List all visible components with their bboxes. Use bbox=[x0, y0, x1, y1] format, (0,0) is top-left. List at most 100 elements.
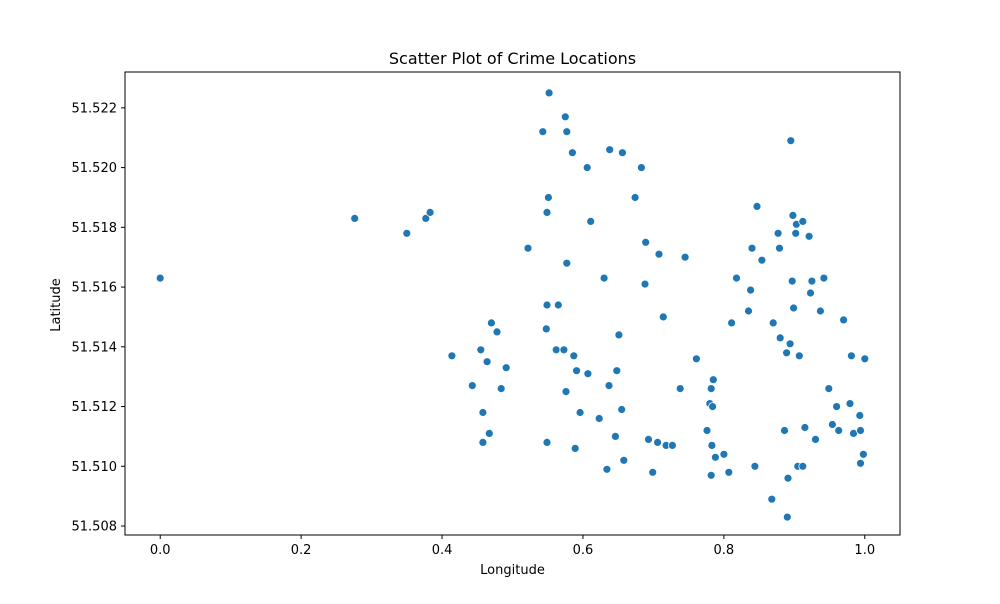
data-point bbox=[775, 333, 785, 343]
data-point bbox=[658, 312, 668, 322]
data-point bbox=[727, 318, 736, 328]
data-point bbox=[782, 512, 792, 522]
data-point bbox=[719, 449, 729, 459]
y-tick-label: 51.510 bbox=[72, 460, 118, 475]
data-point bbox=[798, 461, 808, 471]
data-point bbox=[680, 252, 690, 262]
data-point bbox=[492, 327, 502, 337]
data-point bbox=[421, 213, 431, 223]
data-point bbox=[544, 193, 553, 202]
data-point bbox=[788, 210, 798, 220]
data-point bbox=[482, 357, 492, 367]
y-axis-label: Latitude bbox=[49, 278, 64, 332]
data-point bbox=[562, 127, 572, 137]
data-point bbox=[542, 300, 552, 310]
data-point bbox=[559, 345, 569, 355]
data-point bbox=[706, 384, 716, 394]
data-point bbox=[675, 384, 685, 394]
data-point bbox=[562, 258, 572, 268]
data-point bbox=[350, 213, 360, 223]
data-point bbox=[708, 402, 717, 412]
data-point bbox=[839, 315, 848, 325]
data-point bbox=[604, 381, 614, 391]
data-point bbox=[542, 207, 552, 217]
data-point bbox=[819, 273, 829, 283]
data-point bbox=[478, 437, 488, 447]
data-point bbox=[750, 461, 760, 471]
data-point bbox=[575, 408, 585, 417]
x-tick-label: 0.0 bbox=[150, 543, 171, 558]
data-point bbox=[702, 426, 712, 435]
data-point bbox=[855, 411, 865, 420]
y-tick-label: 51.512 bbox=[72, 400, 118, 415]
data-point bbox=[640, 279, 650, 289]
data-point bbox=[611, 431, 620, 441]
data-point bbox=[599, 273, 609, 283]
data-point bbox=[824, 384, 834, 394]
data-point bbox=[807, 276, 817, 286]
x-axis-label: Longitude bbox=[480, 563, 545, 578]
data-point bbox=[486, 318, 496, 328]
data-point bbox=[845, 399, 855, 409]
data-point bbox=[859, 449, 868, 459]
data-point bbox=[832, 402, 841, 412]
data-point bbox=[834, 426, 844, 435]
data-point bbox=[811, 434, 820, 444]
data-point bbox=[541, 324, 551, 334]
x-tick-label: 1.0 bbox=[854, 543, 875, 558]
data-point bbox=[724, 467, 734, 477]
data-points bbox=[155, 88, 870, 522]
data-point bbox=[780, 426, 789, 435]
data-point bbox=[856, 426, 865, 435]
y-tick-label: 51.520 bbox=[72, 161, 118, 176]
data-point bbox=[538, 127, 548, 137]
data-point bbox=[782, 348, 791, 358]
data-point bbox=[617, 405, 627, 414]
x-tick-label: 0.2 bbox=[291, 543, 312, 558]
data-point bbox=[828, 420, 837, 429]
data-point bbox=[614, 330, 624, 340]
data-point bbox=[692, 354, 701, 364]
data-point bbox=[752, 201, 762, 211]
data-point bbox=[747, 243, 757, 253]
data-point bbox=[768, 318, 778, 328]
data-point bbox=[402, 228, 412, 238]
data-point bbox=[618, 148, 627, 158]
data-point bbox=[707, 440, 717, 450]
data-point bbox=[860, 354, 870, 364]
data-point bbox=[155, 273, 165, 283]
y-tick-label: 51.514 bbox=[72, 340, 118, 355]
data-point bbox=[553, 300, 563, 310]
data-point bbox=[856, 458, 865, 468]
data-point bbox=[816, 306, 825, 316]
data-point bbox=[447, 351, 457, 361]
data-point bbox=[630, 193, 640, 202]
data-point bbox=[496, 384, 506, 394]
data-point bbox=[804, 231, 814, 241]
data-point bbox=[641, 237, 651, 247]
y-tick-label: 51.518 bbox=[72, 221, 118, 236]
data-point bbox=[523, 243, 533, 253]
data-point bbox=[789, 303, 798, 313]
data-point bbox=[767, 494, 777, 504]
data-point bbox=[746, 285, 755, 295]
data-point bbox=[582, 163, 592, 173]
data-point bbox=[583, 369, 593, 379]
chart-title: Scatter Plot of Crime Locations bbox=[389, 49, 636, 68]
data-point bbox=[425, 207, 435, 217]
data-point bbox=[602, 464, 612, 474]
y-tick-label: 51.516 bbox=[72, 281, 118, 296]
data-point bbox=[773, 228, 783, 238]
data-point bbox=[544, 88, 554, 98]
data-point bbox=[467, 381, 477, 391]
data-point bbox=[637, 163, 646, 173]
plot-frame bbox=[124, 71, 901, 536]
data-point bbox=[586, 216, 596, 226]
data-point bbox=[551, 345, 561, 355]
data-point bbox=[478, 408, 488, 417]
data-point bbox=[708, 375, 718, 385]
data-point bbox=[798, 216, 808, 226]
data-point bbox=[732, 273, 741, 283]
data-point bbox=[561, 387, 571, 397]
